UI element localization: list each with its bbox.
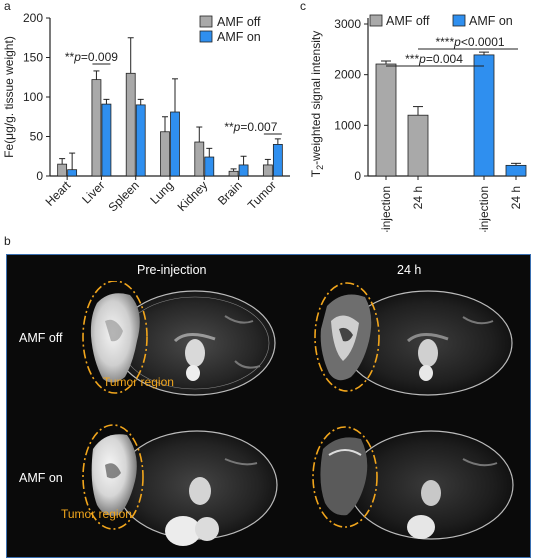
panel-letter-c: c	[300, 0, 306, 13]
x-tick-label: Lung	[147, 178, 176, 207]
y-tick-label: 3000	[334, 17, 361, 31]
x-tick-label: Brain	[215, 178, 245, 208]
y-tick-label: 2000	[334, 68, 361, 82]
tumor-outline	[82, 281, 148, 394]
x-tick-label: Pre-injection	[477, 186, 491, 232]
y-tick-label: 50	[30, 130, 44, 144]
biodistribution-chart: 0 50 100 150 200 Fe(μg/g. tissue weight) Heart…	[2, 11, 290, 215]
legend-label: AMF on	[469, 14, 513, 28]
significance-label: **p=0.009	[65, 50, 118, 64]
mri-scan-on-24h	[312, 426, 514, 540]
bar	[170, 111, 180, 177]
panel-letter-a: a	[4, 0, 11, 13]
mri-scan-on-pre	[82, 424, 278, 546]
bar	[91, 79, 102, 177]
panel-letter-b: b	[4, 234, 11, 248]
significance-label: ***p=0.004	[405, 52, 463, 66]
x-tick-label: 24 h	[411, 186, 425, 209]
y-axis-label: Fe(μg/g. tissue weight)	[2, 36, 16, 158]
bar	[204, 156, 215, 177]
significance-label: ****p<0.0001	[435, 35, 504, 49]
x-tick-label: Pre-injection	[379, 186, 393, 232]
legend-label: AMF off	[217, 15, 261, 29]
bar	[57, 163, 68, 177]
bar	[194, 141, 205, 177]
y-tick-label: 1000	[334, 118, 361, 132]
bar	[125, 72, 136, 177]
bar	[473, 54, 495, 177]
tumor-region-label-on: Tumor region	[61, 507, 132, 521]
legend-swatch	[369, 14, 383, 27]
y-tick-label: 0	[36, 169, 43, 183]
legend-label: AMF on	[217, 30, 261, 44]
x-tick-label: Liver	[79, 178, 107, 206]
col-header-24h: 24 h	[397, 263, 422, 277]
legend-swatch	[199, 30, 213, 43]
legend-label: AMF off	[386, 14, 430, 28]
bar	[228, 170, 239, 177]
tumor-outline	[82, 424, 144, 530]
mri-panel: Pre-injection 24 h AMF off AMF on Tumor …	[6, 254, 531, 558]
t2-signal-chart: 0 1000 2000 3000 T2-weighted signal intensit…	[309, 14, 527, 232]
row-label-amf-off: AMF off	[19, 331, 63, 345]
bar	[375, 63, 397, 177]
col-header-pre-injection: Pre-injection	[137, 263, 207, 277]
mri-scan-off-24h	[314, 282, 513, 396]
bar	[101, 103, 112, 177]
x-tick-label: Kidney	[175, 178, 211, 214]
bar	[262, 164, 273, 177]
tumor-region-label-off: Tumor region	[103, 375, 174, 389]
legend-swatch	[452, 14, 466, 27]
row-label-amf-on: AMF on	[19, 471, 63, 485]
x-tick-label: Heart	[43, 178, 74, 209]
mri-scan-off-pre	[82, 281, 276, 396]
x-tick-label: 24 h	[509, 186, 523, 209]
bar	[135, 104, 146, 177]
bar	[160, 131, 170, 177]
x-tick-label: Spleen	[106, 178, 142, 214]
bar	[67, 169, 78, 177]
tumor-outline	[314, 282, 380, 392]
bar	[407, 114, 429, 177]
y-tick-label: 150	[23, 51, 43, 65]
y-tick-label: 200	[23, 11, 43, 25]
y-axis-label: T2-weighted signal intensity	[309, 31, 325, 177]
y-tick-label: 100	[23, 90, 43, 104]
tumor-outline	[312, 426, 378, 528]
legend-swatch	[199, 15, 213, 28]
x-tick-label: Tumor	[245, 178, 279, 212]
bar	[238, 164, 249, 177]
y-tick-label: 0	[354, 169, 361, 183]
significance-label: **p=0.007	[224, 120, 277, 134]
bar	[505, 164, 527, 177]
bar	[272, 143, 283, 177]
